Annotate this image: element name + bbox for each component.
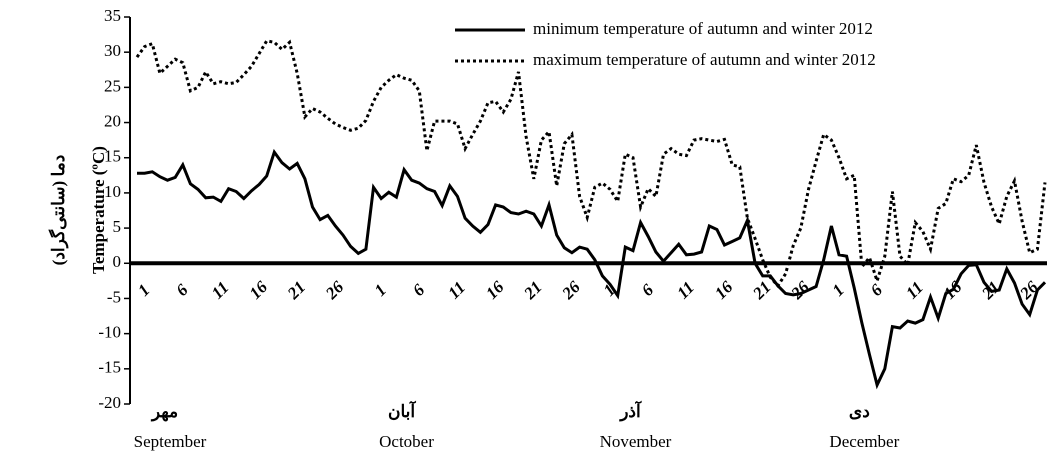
y-tick-label: 0 [113, 252, 122, 271]
month-english: October [379, 432, 434, 451]
x-tick-label: 1 [371, 280, 390, 299]
y-tick-label: -10 [98, 323, 121, 342]
x-tick-label: 21 [748, 277, 774, 303]
y-tick-label: -5 [107, 287, 121, 306]
y-tick-label: 15 [104, 147, 121, 166]
x-tick-label: 26 [558, 277, 585, 304]
legend-label: maximum temperature of autumn and winter… [533, 50, 876, 69]
x-tick-label: 6 [638, 280, 658, 300]
x-tick-label: 16 [246, 277, 272, 303]
x-tick-label: 16 [711, 277, 737, 303]
x-tick-label: 6 [409, 280, 429, 300]
x-tick-label: 11 [208, 278, 233, 303]
x-tick-label: 6 [172, 280, 192, 300]
month-english: December [829, 432, 899, 451]
y-tick-label: 5 [113, 217, 122, 236]
month-persian: دی [849, 402, 870, 421]
x-tick-label: 16 [482, 277, 508, 303]
y-title-persian: دما (سانتی‌گراد) [48, 155, 69, 266]
x-tick-label: 11 [444, 278, 469, 303]
y-tick-label: -15 [98, 358, 121, 377]
x-tick-label: 21 [283, 277, 309, 303]
series-line [137, 148, 1047, 390]
y-title-english: Temperature (ºC) [89, 146, 108, 274]
month-persian: مهر [150, 402, 178, 422]
legend-label: minimum temperature of autumn and winter… [533, 19, 873, 38]
y-tick-label: 20 [104, 111, 121, 130]
x-tick-label: 21 [520, 277, 546, 303]
x-tick-label: 6 [867, 280, 887, 300]
month-persian: آذر [618, 400, 642, 422]
y-tick-label: 35 [104, 6, 121, 25]
x-tick-label: 26 [321, 277, 348, 304]
x-tick-label: 11 [673, 278, 698, 303]
x-tick-label: 1 [134, 280, 153, 299]
y-tick-label: 25 [104, 76, 121, 95]
month-persian: آبان [388, 400, 416, 421]
series-line [135, 39, 1047, 289]
x-tick-label: 1 [829, 280, 848, 299]
y-tick-label: 10 [104, 182, 121, 201]
y-tick-label: -20 [98, 393, 121, 412]
month-english: November [600, 432, 672, 451]
y-tick-label: 30 [104, 41, 121, 60]
x-tick-label: 11 [902, 278, 927, 303]
month-english: September [134, 432, 207, 451]
